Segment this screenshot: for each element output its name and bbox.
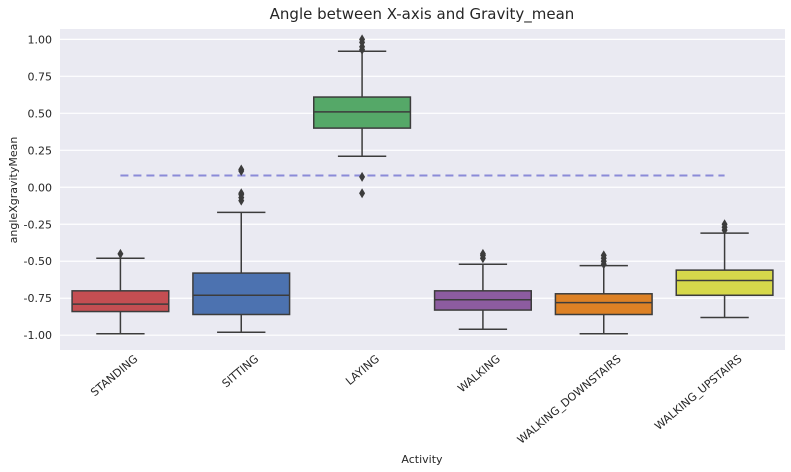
y-axis-label: angleXgravityMean: [7, 137, 20, 244]
iqr-box: [554, 293, 653, 316]
outlier-marker: [359, 171, 366, 182]
outlier-marker: [238, 164, 245, 175]
x-tick-label: WALKING_UPSTAIRS: [652, 352, 744, 432]
iqr-box: [71, 290, 170, 313]
iqr-box: [192, 272, 291, 316]
box-walking: [433, 248, 533, 331]
x-tick-label: STANDING: [88, 352, 140, 399]
outlier-marker: [479, 248, 486, 259]
y-tick-label: -0.75: [24, 292, 52, 305]
box-walking-upstairs: [675, 219, 774, 319]
y-tick-label: 0.75: [28, 70, 53, 83]
outlier-marker: [117, 248, 124, 259]
y-tick-label: 1.00: [28, 33, 53, 46]
gridlines: [60, 38, 785, 336]
y-tick-label: -1.00: [24, 329, 52, 342]
y-tick-label: 0.00: [28, 181, 53, 194]
box-sitting: [192, 164, 291, 333]
box-laying: [313, 34, 412, 199]
y-tick-label: -0.50: [24, 255, 52, 268]
x-axis-label: Activity: [401, 453, 443, 466]
x-tick-labels: STANDING SITTING LAYING WALKING WALKING_DOWN…: [88, 352, 744, 446]
outlier-marker: [721, 219, 728, 230]
y-tick-label: 0.25: [28, 144, 53, 157]
boxes: [71, 34, 774, 335]
y-tick-label: 0.50: [28, 107, 53, 120]
y-tick-labels: 1.00 0.75 0.50 0.25 0.00 -0.25 -0.50 -0.75 -1.00: [24, 33, 52, 342]
y-tick-label: -0.25: [24, 218, 52, 231]
x-tick-label: SITTING: [220, 352, 262, 390]
chart-title: Angle between X-axis and Gravity_mean: [270, 5, 575, 24]
outlier-marker: [600, 250, 607, 261]
x-tick-label: WALKING: [455, 352, 503, 395]
x-tick-label: LAYING: [343, 352, 382, 388]
outlier-marker: [359, 34, 366, 45]
plot-background: [60, 29, 785, 350]
box-walking-downstairs: [554, 250, 653, 335]
x-tick-label: WALKING_DOWNSTAIRS: [515, 352, 624, 446]
outlier-marker: [238, 188, 245, 199]
box-standing: [71, 248, 170, 335]
outlier-marker: [359, 188, 366, 199]
iqr-box: [675, 269, 774, 297]
